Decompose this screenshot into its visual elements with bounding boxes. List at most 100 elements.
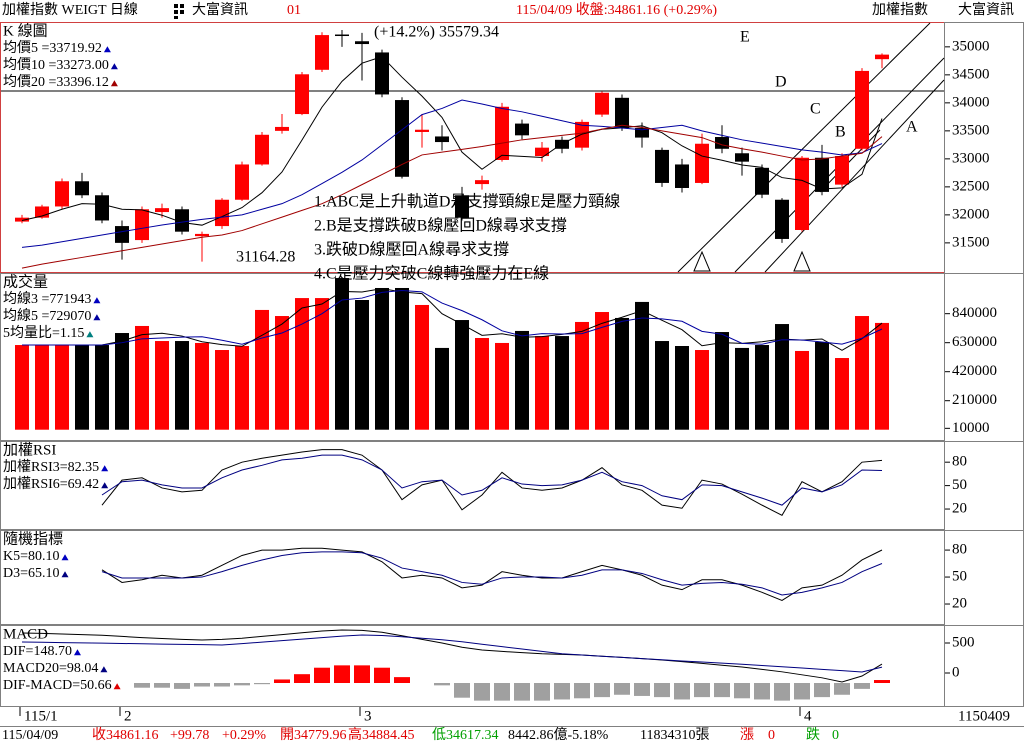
annotation: A [906,119,918,136]
histogram-bar [194,683,210,687]
indicator-line [21,634,883,673]
histogram-bar [774,683,790,701]
legend-entry: 均價20 =33396.12 [3,73,109,90]
footer-low: 低34617.34 [432,727,499,743]
y-tick-label: 500 [952,634,975,650]
legend-arrow [73,649,81,656]
volume-bar [35,345,49,430]
footer-date: 115/04/09 [2,728,58,743]
legend-arrow [110,80,118,87]
histogram-bar [494,683,510,701]
volume-bar [655,341,669,430]
histogram-bar [534,683,550,701]
candle-body [235,164,249,200]
candle-body [295,74,309,115]
volume-bar [795,350,809,430]
histogram-bar [234,683,250,686]
volume-bar [55,345,69,430]
annotation: 4.C是壓力突破C線轉強壓力在E線 [314,265,549,283]
legend-arrow [110,63,118,70]
candle-body [655,149,669,183]
annotation: B [835,124,846,141]
trend-lines [1,22,945,273]
legend-arrow [93,297,101,304]
legend-arrow [86,331,94,338]
header-code: 01 [287,3,301,18]
channel-line [677,22,931,273]
y-tick-label: 33500 [952,122,990,138]
candle-body [815,157,829,192]
triangle-marker [693,250,711,272]
x-tick-label: 3 [364,708,372,724]
candle-body [615,97,629,129]
volume-bar [155,341,169,430]
volume-bar [235,346,249,430]
volume-bar [835,358,849,430]
y-tick-label: 420000 [952,363,997,379]
header-icon [174,4,184,19]
volume-bar [615,317,629,430]
legend-arrow [100,666,108,673]
candle-body [315,35,329,70]
candle-body [475,180,489,185]
footer-change: +99.78 [170,728,209,743]
y-tick-label: 34500 [952,66,990,82]
candle-body [755,167,769,195]
candle-body [875,54,889,60]
histogram-bar [554,683,570,700]
histogram-bar [354,665,370,683]
candle-body [155,208,169,213]
x-tick-label: 2 [124,708,132,724]
candle-body [95,195,109,221]
indicator-line [21,56,883,226]
legend-entry: D3=65.10 [3,566,60,581]
annotation: 3.跌破D線壓回A線尋求支撐 [314,241,509,259]
volume-bar [695,350,709,430]
histogram-bar [874,680,890,683]
footer-pct: +0.29% [222,728,266,743]
y-tick-label: 20 [952,500,967,516]
candle-body [275,126,289,131]
candle-body [335,34,349,37]
volume-bar [755,345,769,430]
candle-body [635,128,649,138]
histogram-bar [434,683,450,686]
histogram-bar [174,683,190,689]
annotation: C [810,101,821,118]
volume-bar [215,350,229,430]
histogram-bar [794,683,810,700]
volume-bar [15,345,29,430]
candle-body [255,134,269,165]
legend-arrow [101,465,109,472]
histogram-bar [254,683,270,685]
candle-body [415,129,429,132]
y-tick-label: 50 [952,477,967,493]
candle-body [795,157,809,230]
y-tick-label: 80 [952,542,967,558]
candle-body [515,123,529,136]
triangle-marker [793,250,811,272]
histogram-bar [454,683,470,698]
footer-close: 收34861.16 [92,727,159,743]
volume-bar [315,298,329,430]
volume-bar [575,321,589,430]
candle-body [715,137,729,149]
indicator-line [101,449,883,516]
volume-bar [135,325,149,430]
volume-bar [535,336,549,430]
rsi-panel-frame [0,441,945,530]
annotation: (+14.2%) 35579.34 [374,24,499,41]
indicator-line [21,99,883,248]
y-tick-label: 34000 [952,94,990,110]
candle-body [595,92,609,115]
legend-arrow [61,554,69,561]
legend-entry: 均線5 =729070 [3,308,91,324]
indicator-line [101,547,883,601]
candle-body [15,217,29,222]
candle-body [355,41,369,45]
footer-volume: 11834310張 [640,728,709,743]
candle-body [835,156,849,185]
volume-bar [255,309,269,430]
panel-title: 成交量 [3,272,48,290]
volume-bar [395,287,409,430]
